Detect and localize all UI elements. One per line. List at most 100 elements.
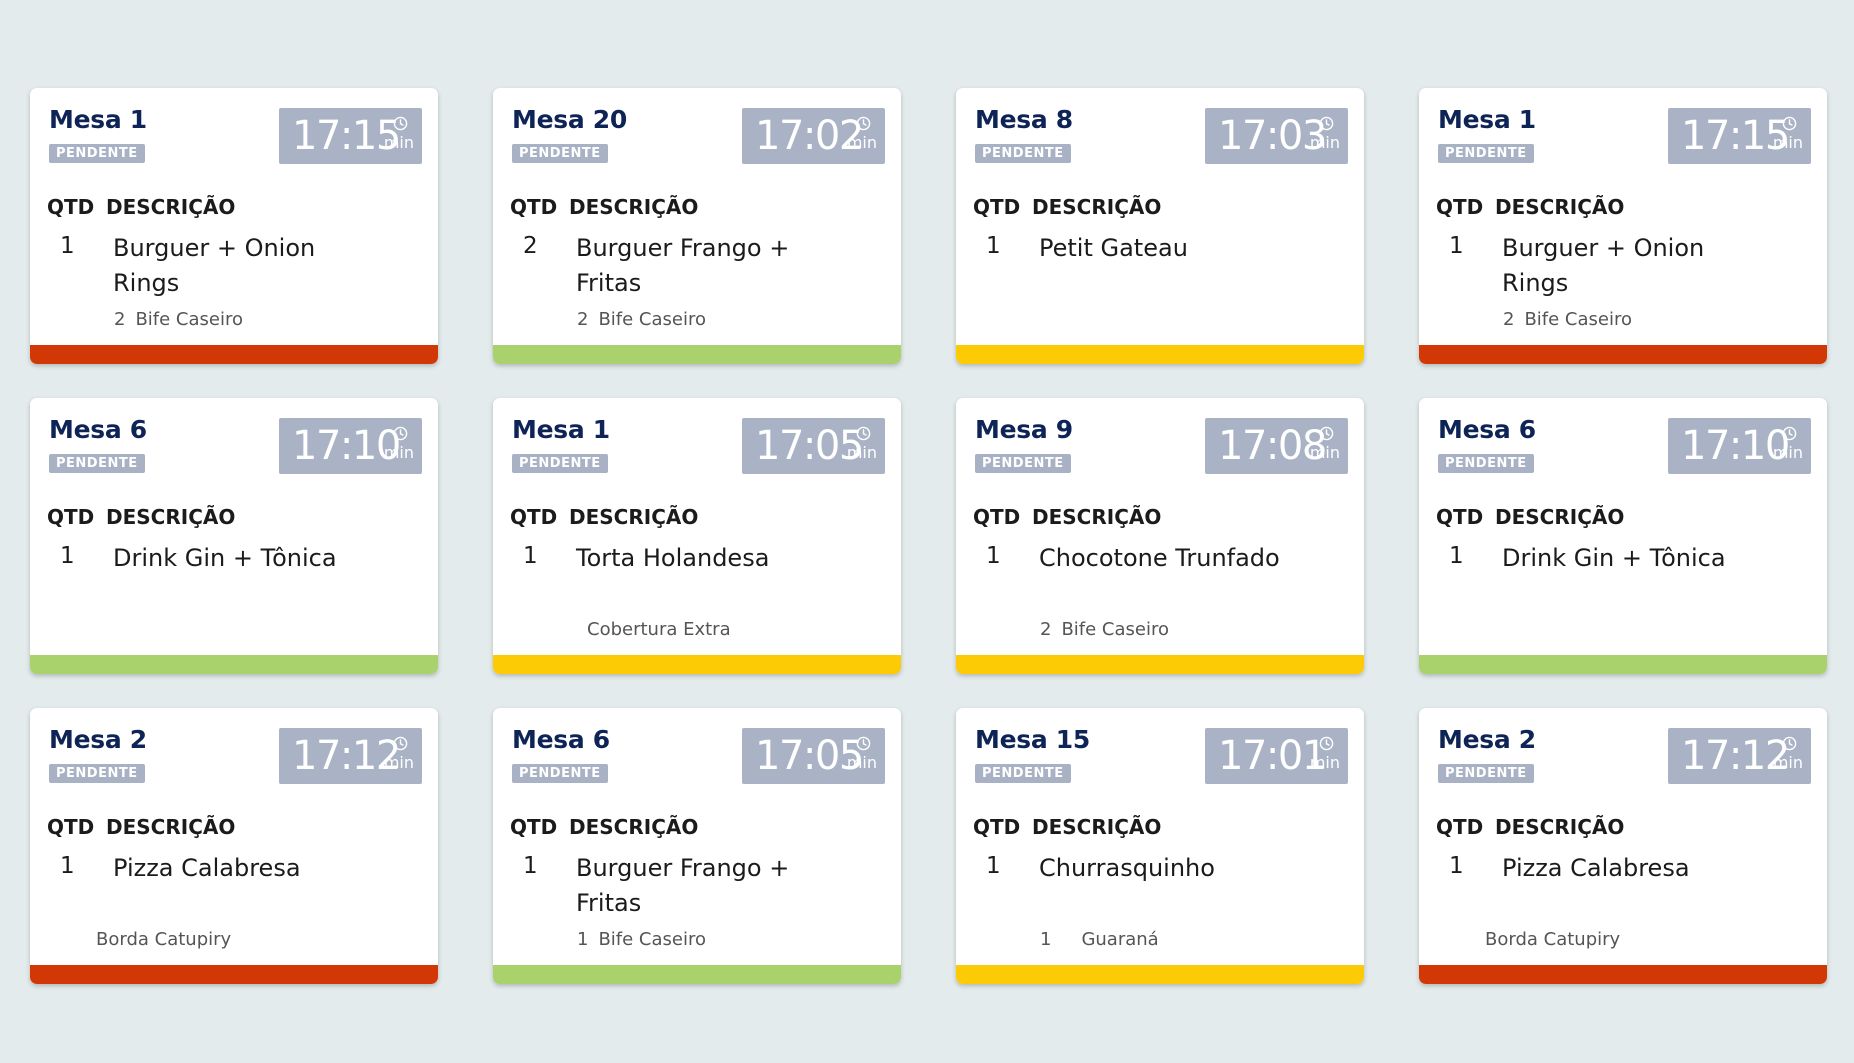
extra-name: Bife Caseiro [135,309,244,330]
item-name: Chocotone Trunfado [1039,544,1280,572]
clock-icon [1319,426,1334,441]
timer-box: 17:02 min [742,108,885,164]
description-header: DESCRIÇÃO [1495,505,1625,529]
timer-unit: min [383,133,414,152]
table-name: Mesa 6 [512,725,610,754]
extra-name: Cobertura Extra [587,619,731,640]
item-extra: 1 Bife Caseiro [577,929,706,950]
qtd-header: QTD [1436,815,1484,839]
status-badge: PENDENTE [512,144,608,163]
order-card-5[interactable]: Mesa 6 PENDENTE 17:10 min QTD DESCRIÇÃO … [30,398,438,674]
status-badge: PENDENTE [512,454,608,473]
item-extra: 2 Bife Caseiro [114,309,243,330]
description-header: DESCRIÇÃO [1495,815,1625,839]
qtd-header: QTD [1436,505,1484,529]
description-header: DESCRIÇÃO [569,505,699,529]
status-badge: PENDENTE [1438,144,1534,163]
order-card-11[interactable]: Mesa 15 PENDENTE 17:01 min QTD DESCRIÇÃO… [956,708,1364,984]
timer-unit: min [383,443,414,462]
order-card-6[interactable]: Mesa 1 PENDENTE 17:05 min QTD DESCRIÇÃO … [493,398,901,674]
order-card-2[interactable]: Mesa 20 PENDENTE 17:02 min QTD DESCRIÇÃO… [493,88,901,364]
order-card-12[interactable]: Mesa 2 PENDENTE 17:12 min QTD DESCRIÇÃO … [1419,708,1827,984]
status-color-bar [30,965,438,984]
timer-box: 17:03 min [1205,108,1348,164]
status-color-bar [956,345,1364,364]
status-color-bar [1419,345,1827,364]
status-color-bar [956,965,1364,984]
description-header: DESCRIÇÃO [1495,195,1625,219]
clock-icon [1782,736,1797,751]
timer-box: 17:05 min [742,418,885,474]
item-quantity: 1 [523,853,538,879]
item-quantity: 1 [986,233,1001,259]
timer-box: 17:08 min [1205,418,1348,474]
order-time: 17:01 [1218,733,1327,779]
timer-unit: min [1309,753,1340,772]
table-name: Mesa 2 [49,725,147,754]
timer-unit: min [1772,753,1803,772]
order-time: 17:12 [1681,733,1790,779]
order-time: 17:12 [292,733,401,779]
timer-unit: min [846,443,877,462]
status-badge: PENDENTE [49,764,145,783]
timer-box: 17:10 min [1668,418,1811,474]
status-badge: PENDENTE [975,144,1071,163]
item-quantity: 1 [986,543,1001,569]
item-name: Churrasquinho [1039,854,1215,882]
item-extra: 2 Bife Caseiro [1503,309,1632,330]
status-badge: PENDENTE [975,764,1071,783]
extra-quantity: 2 [577,309,589,330]
status-badge: PENDENTE [1438,764,1534,783]
order-time: 17:02 [755,113,864,159]
qtd-header: QTD [510,505,558,529]
order-card-4[interactable]: Mesa 1 PENDENTE 17:15 min QTD DESCRIÇÃO … [1419,88,1827,364]
item-extra: 1 Guaraná [1040,929,1159,950]
order-time: 17:08 [1218,423,1327,469]
qtd-header: QTD [47,505,95,529]
extra-quantity: 2 [114,309,126,330]
timer-unit: min [1772,443,1803,462]
order-time: 17:15 [1681,113,1790,159]
timer-box: 17:12 min [279,728,422,784]
qtd-header: QTD [973,195,1021,219]
order-card-10[interactable]: Mesa 6 PENDENTE 17:05 min QTD DESCRIÇÃO … [493,708,901,984]
item-extra: Borda Catupiry [96,929,231,950]
qtd-header: QTD [47,815,95,839]
qtd-header: QTD [510,815,558,839]
order-card-8[interactable]: Mesa 6 PENDENTE 17:10 min QTD DESCRIÇÃO … [1419,398,1827,674]
table-name: Mesa 8 [975,105,1073,134]
extra-name: Borda Catupiry [1485,929,1621,950]
extra-quantity: 2 [1040,619,1052,640]
item-quantity: 1 [60,233,75,259]
table-name: Mesa 15 [975,725,1090,754]
clock-icon [856,116,871,131]
clock-icon [1319,736,1334,751]
order-card-9[interactable]: Mesa 2 PENDENTE 17:12 min QTD DESCRIÇÃO … [30,708,438,984]
table-name: Mesa 6 [49,415,147,444]
status-badge: PENDENTE [512,764,608,783]
item-extra: 2 Bife Caseiro [577,309,706,330]
item-name: Torta Holandesa [576,544,770,572]
table-name: Mesa 1 [1438,105,1536,134]
status-color-bar [30,345,438,364]
order-card-7[interactable]: Mesa 9 PENDENTE 17:08 min QTD DESCRIÇÃO … [956,398,1364,674]
order-card-3[interactable]: Mesa 8 PENDENTE 17:03 min QTD DESCRIÇÃO … [956,88,1364,364]
qtd-header: QTD [1436,195,1484,219]
timer-unit: min [1772,133,1803,152]
timer-box: 17:01 min [1205,728,1348,784]
description-header: DESCRIÇÃO [569,195,699,219]
item-name: Burguer + Onion Rings [1502,234,1705,297]
table-name: Mesa 20 [512,105,627,134]
status-color-bar [1419,965,1827,984]
table-name: Mesa 6 [1438,415,1536,444]
description-header: DESCRIÇÃO [1032,815,1162,839]
order-card-1[interactable]: Mesa 1 PENDENTE 17:15 min QTD DESCRIÇÃO … [30,88,438,364]
clock-icon [393,116,408,131]
table-name: Mesa 1 [49,105,147,134]
description-header: DESCRIÇÃO [569,815,699,839]
description-header: DESCRIÇÃO [106,195,236,219]
item-extra: Borda Catupiry [1485,929,1620,950]
order-time: 17:05 [755,423,864,469]
item-quantity: 2 [523,233,538,259]
item-name: Pizza Calabresa [1502,854,1690,882]
